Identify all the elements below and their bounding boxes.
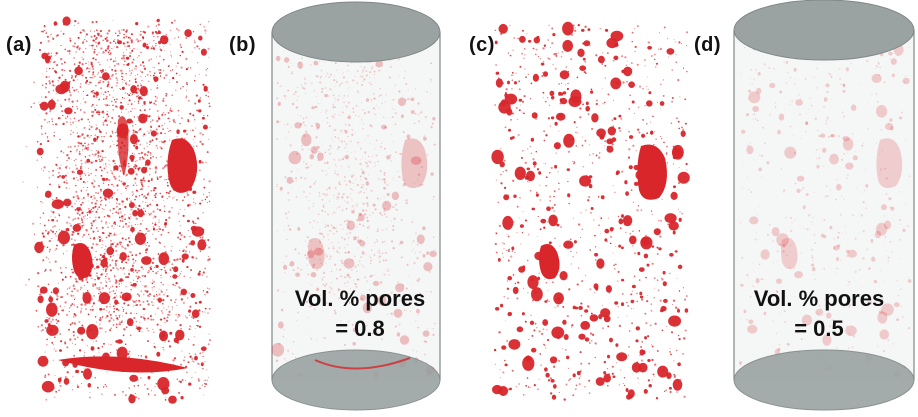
cylinder-b <box>271 1 441 411</box>
pores <box>22 16 211 404</box>
panel-label-a: (a) <box>6 34 32 56</box>
pores <box>491 21 690 401</box>
cylinder-shell <box>733 30 915 380</box>
cylinder-shell <box>271 32 441 380</box>
panel-label-b: (b) <box>229 34 257 56</box>
panel-d: (d) Vol. % pores = 0.5 <box>690 0 918 417</box>
pores <box>271 43 437 378</box>
vol-pores-label-b: Vol. % pores <box>294 286 426 311</box>
panel-label-d: (d) <box>694 34 722 56</box>
pores <box>739 43 912 378</box>
panel-a: (a) <box>0 0 225 417</box>
panel-c: (c) <box>455 0 690 417</box>
panel-label-c: (c) <box>469 34 495 56</box>
cylinder-caps <box>733 0 915 411</box>
panel-b: (b) Vol. % pores = 0.8 <box>225 0 455 417</box>
vol-pores-label-d: Vol. % pores <box>753 286 885 311</box>
bottom-pore-band <box>314 357 411 370</box>
cylinder-caps <box>271 1 441 411</box>
vol-pores-b: Vol. % pores = 0.8 <box>265 284 455 344</box>
vol-pores-value-b: = 0.8 <box>335 316 385 341</box>
pore-cloud-c <box>491 21 690 401</box>
vol-pores-value-d: = 0.5 <box>794 316 844 341</box>
pore-cloud-a <box>22 16 211 404</box>
vol-pores-d: Vol. % pores = 0.5 <box>720 284 918 344</box>
cylinder-d <box>733 0 915 411</box>
